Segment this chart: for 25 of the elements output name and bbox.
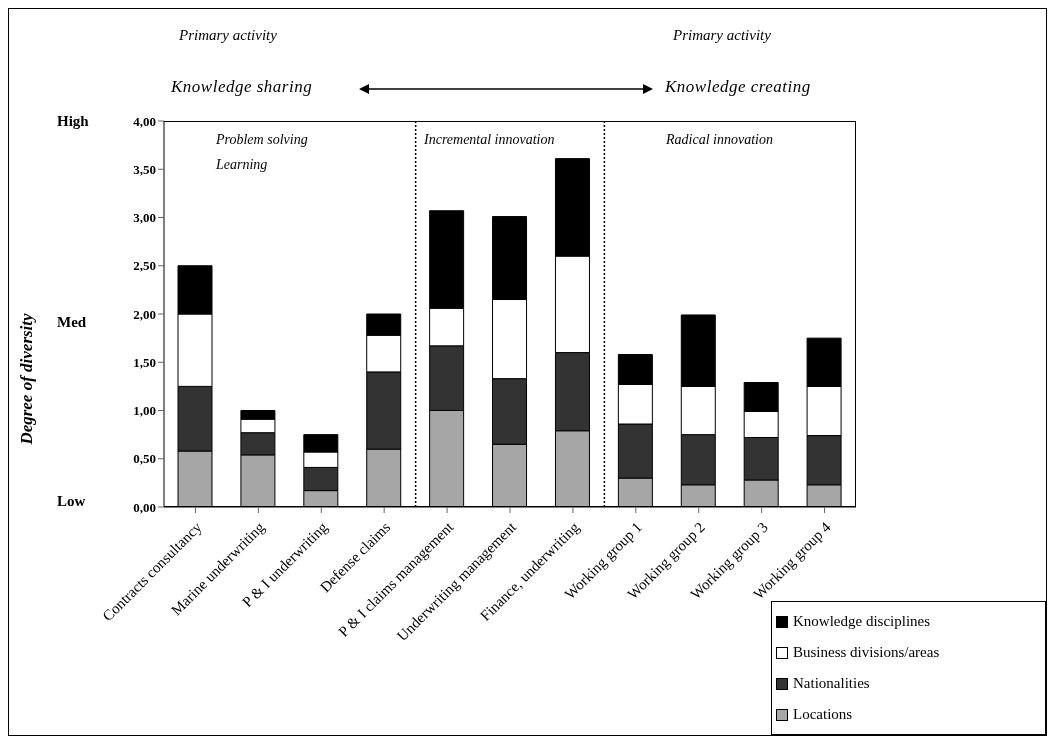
text: Primary activity — [179, 27, 277, 44]
text: High — [57, 113, 89, 130]
text: Knowledge sharing — [171, 77, 313, 97]
y-tick-label: 3,50 — [133, 161, 156, 177]
annotation: Incremental innovation — [424, 132, 555, 148]
legend-label: Locations — [793, 706, 853, 723]
y-axis-title: Degree of diversity — [17, 313, 37, 445]
annotation: Learning — [216, 157, 268, 173]
legend-label: Knowledge disciplines — [793, 613, 931, 630]
y-tick-label: 3,00 — [133, 210, 156, 226]
y-tick-label: 0,00 — [133, 499, 156, 515]
y-tick-label: 1,50 — [133, 354, 156, 370]
y-tick-label: 2,00 — [133, 306, 156, 322]
y-tick-label: 2,50 — [133, 258, 156, 274]
text: Primary activity — [673, 27, 771, 44]
y-tick-label: 1,00 — [133, 403, 156, 419]
annotation: Problem solving — [216, 132, 308, 148]
y-tick-label: 4,00 — [133, 113, 156, 129]
legend-label: Business divisions/areas — [793, 644, 940, 661]
y-tick-label: 0,50 — [133, 451, 156, 467]
text: Med — [57, 314, 87, 331]
text: Low — [57, 493, 86, 510]
legend-label: Nationalities — [793, 675, 870, 692]
text: Knowledge creating — [665, 77, 811, 97]
annotation: Radical innovation — [666, 132, 773, 148]
